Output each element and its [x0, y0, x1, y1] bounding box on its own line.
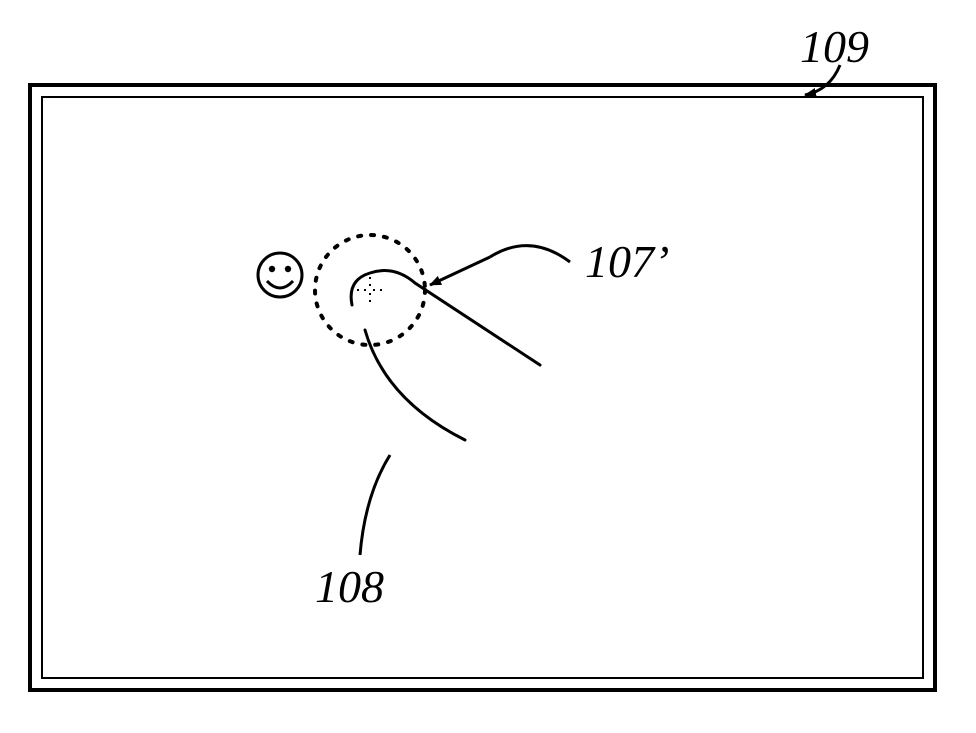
smiley-icon	[258, 253, 302, 297]
smiley-mouth	[267, 281, 293, 288]
leader-107-curve	[490, 246, 570, 262]
frame-inner	[42, 97, 923, 678]
figure: { "canvas": { "width": 976, "height": 73…	[0, 0, 976, 733]
leader-108	[360, 455, 390, 555]
label-107: 107’	[585, 235, 669, 288]
smiley-face	[258, 253, 302, 297]
frame-outer	[30, 85, 935, 690]
smiley-eye-right	[285, 266, 291, 272]
touch-center-mark	[357, 277, 383, 303]
leader-107-arrow	[430, 257, 490, 285]
label-109: 109	[800, 20, 869, 73]
touch-circle	[315, 235, 425, 345]
label-108: 108	[315, 560, 384, 613]
figure-svg	[0, 0, 976, 733]
finger-outline	[351, 271, 540, 440]
smiley-eye-left	[269, 266, 275, 272]
